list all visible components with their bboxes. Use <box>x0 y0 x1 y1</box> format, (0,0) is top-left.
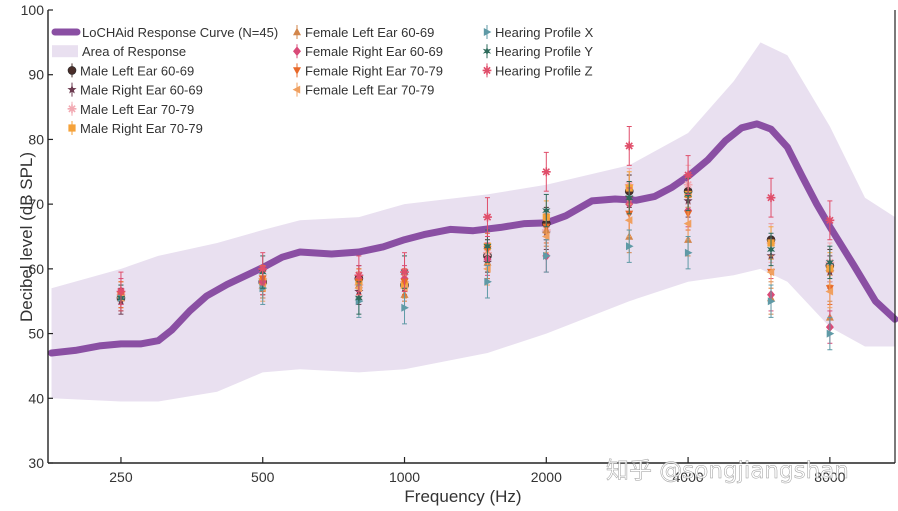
legend-item: Female Right Ear 70-79 <box>293 63 443 78</box>
legend-item: LoCHAid Response Curve (N=45) <box>51 25 278 40</box>
legend-marker <box>67 84 77 94</box>
legend-swatch <box>52 45 78 58</box>
data-point <box>484 277 492 286</box>
axes-layer <box>47 10 896 464</box>
legend-label: Male Right Ear 60-69 <box>80 83 203 98</box>
data-point <box>541 167 551 177</box>
area-layer <box>51 42 895 402</box>
y-tick-label: 60 <box>28 261 44 277</box>
legend-marker <box>67 104 77 114</box>
data-point <box>766 193 776 203</box>
data-point <box>825 257 834 268</box>
legend-label: Hearing Profile Y <box>495 44 593 59</box>
data-point <box>683 219 692 228</box>
legend-marker <box>293 46 301 56</box>
legend-item: Male Left Ear 70-79 <box>67 101 194 117</box>
legend-marker <box>68 124 76 132</box>
data-point <box>116 287 126 296</box>
legend-label: Hearing Profile Z <box>495 63 593 78</box>
legend-label: Hearing Profile X <box>495 25 594 40</box>
data-point <box>825 287 834 296</box>
legend-label: Male Left Ear 60-69 <box>80 63 194 78</box>
data-point <box>401 303 409 312</box>
legend-item: Hearing Profile Y <box>482 44 593 59</box>
data-point <box>766 244 776 255</box>
data-point <box>624 141 634 151</box>
data-point <box>354 293 363 303</box>
legend-marker <box>67 66 77 75</box>
data-point <box>625 192 634 203</box>
legend-item: Male Right Ear 70-79 <box>68 121 203 136</box>
legend: LoCHAid Response Curve (N=45) Area of Res… <box>51 25 594 136</box>
legend-marker <box>293 67 301 75</box>
legend-marker <box>482 46 492 56</box>
data-point <box>683 170 693 180</box>
legend-label: Area of Response <box>82 44 186 59</box>
x-tick-label: 2000 <box>531 469 562 485</box>
data-point <box>684 248 693 257</box>
data-point <box>825 215 835 225</box>
y-tick-label: 100 <box>21 2 45 18</box>
legend-marker <box>482 66 492 75</box>
x-tick-label: 250 <box>109 469 133 485</box>
data-point <box>542 205 551 216</box>
y-tick-label: 30 <box>28 455 44 471</box>
ticks-layer: 30 40 50 60 70 80 90 100 250 500 1000 2000 4000 8000 <box>21 2 846 485</box>
data-point <box>826 329 835 338</box>
data-point <box>400 267 409 277</box>
data-point <box>483 212 492 222</box>
y-tick-label: 50 <box>28 326 44 342</box>
data-point <box>624 216 633 225</box>
data-point <box>483 241 492 251</box>
x-tick-label: 8000 <box>814 469 845 485</box>
data-point <box>258 264 268 274</box>
x-tick-label: 1000 <box>389 469 420 485</box>
legend-marker <box>292 85 301 94</box>
legend-label: Male Left Ear 70-79 <box>80 102 194 117</box>
data-point <box>626 242 634 251</box>
x-tick-label: 4000 <box>673 469 704 485</box>
points-layer <box>116 125 835 351</box>
legend-item: Hearing Profile Z <box>482 63 593 78</box>
y-tick-label: 80 <box>28 131 44 147</box>
y-axis-label: Decibel level (dB SPL) <box>17 152 36 322</box>
data-point <box>541 232 550 241</box>
legend-label: Female Right Ear 70-79 <box>305 63 443 78</box>
legend-item: Female Left Ear 70-79 <box>292 82 434 98</box>
legend-item: Male Left Ear 60-69 <box>67 63 194 78</box>
legend-item: Female Right Ear 60-69 <box>293 44 443 59</box>
x-tick-label: 500 <box>251 469 275 485</box>
legend-label: Female Right Ear 60-69 <box>305 44 443 59</box>
legend-item: Female Left Ear 60-69 <box>293 25 434 40</box>
legend-label: Male Right Ear 70-79 <box>80 121 203 136</box>
data-point <box>483 264 491 273</box>
curve-layer <box>48 120 898 357</box>
legend-label: Female Left Ear 60-69 <box>305 25 434 40</box>
legend-item: Male Right Ear 60-69 <box>67 82 203 98</box>
y-tick-label: 70 <box>28 196 44 212</box>
x-axis-label: Frequency (Hz) <box>404 487 521 506</box>
data-point <box>767 297 776 306</box>
legend-marker <box>293 27 301 36</box>
response-curve-line <box>48 120 898 357</box>
y-tick-label: 90 <box>28 67 44 83</box>
legend-label: LoCHAid Response Curve (N=45) <box>82 25 278 40</box>
series-11 <box>116 125 835 312</box>
data-point <box>766 268 775 277</box>
area-of-response <box>51 42 895 402</box>
watermark-text: 知乎 @songjiangshan <box>606 458 849 484</box>
data-point <box>354 270 364 280</box>
legend-item: Hearing Profile X <box>483 25 594 40</box>
data-point <box>354 284 363 293</box>
data-point <box>543 251 551 260</box>
legend-item: Area of Response <box>52 44 186 59</box>
y-tick-label: 40 <box>28 390 44 406</box>
legend-label: Female Left Ear 70-79 <box>305 83 434 98</box>
legend-marker <box>483 28 492 36</box>
